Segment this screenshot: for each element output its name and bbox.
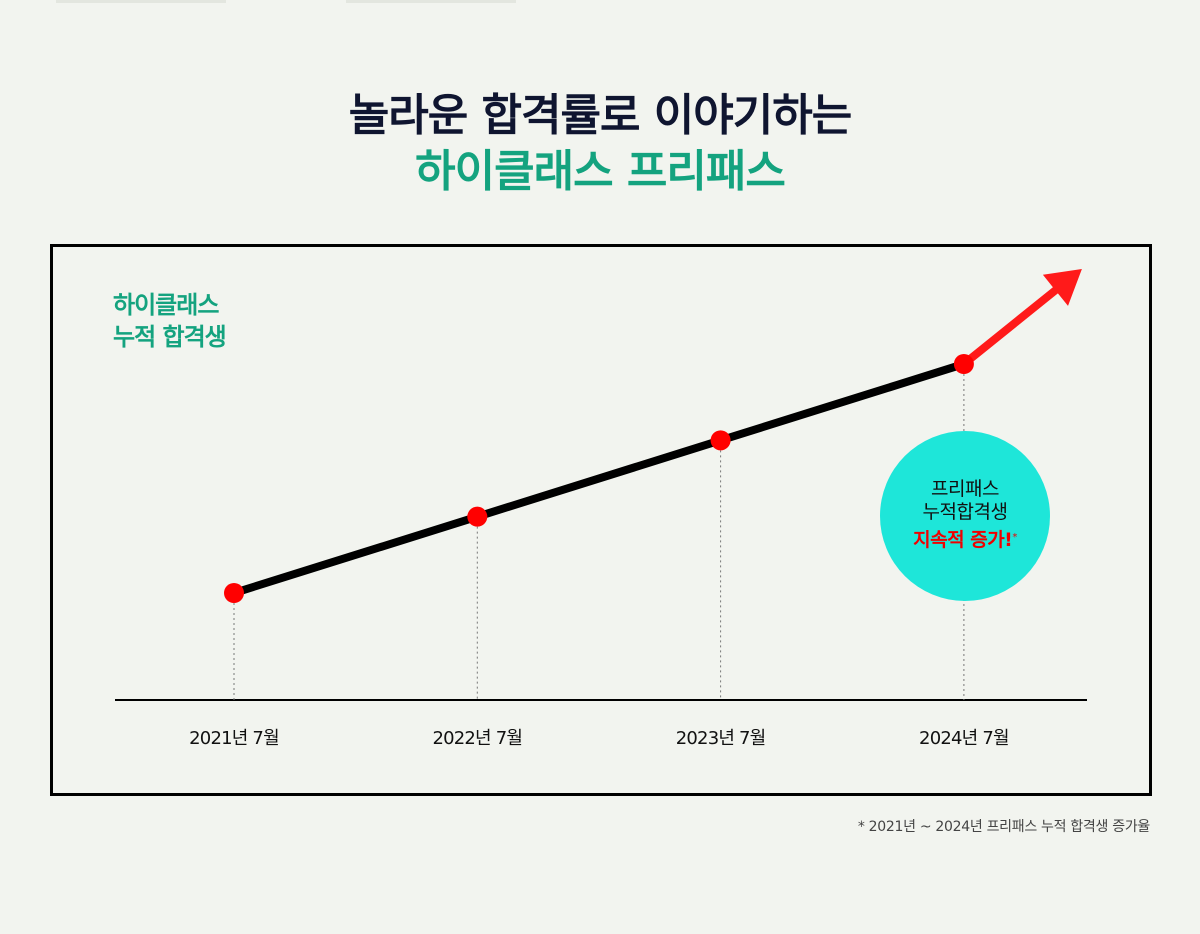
data-point-2 <box>467 506 488 527</box>
series-line <box>230 360 968 597</box>
footnote: * 2021년 ~ 2024년 프리패스 누적 합격생 증가율 <box>857 819 1150 835</box>
y-axis-label: 하이클래스 누적 합격생 <box>113 289 227 353</box>
data-point-3 <box>710 430 731 451</box>
badge-line3: 지속적 증가!* <box>913 526 1017 554</box>
top-strip-left <box>56 0 226 3</box>
data-point-4 <box>953 354 974 374</box>
y-axis-label-line2: 누적 합격생 <box>113 323 227 351</box>
headline-line2: 하이클래스 프리패스 <box>415 146 786 197</box>
y-axis-label-line1: 하이클래스 <box>113 291 219 319</box>
x-tick-label-3: 2023년 7월 <box>676 728 766 749</box>
headline-line1: 놀라운 합격률로 이야기하는 <box>348 90 852 141</box>
headline: 놀라운 합격률로 이야기하는 하이클래스 프리패스 <box>0 88 1200 200</box>
chart-container: 하이클래스 누적 합격생 2021년 7월 2022년 7월 2023년 7월 202… <box>50 244 1152 796</box>
badge-asterisk: * <box>1012 532 1017 543</box>
badge-line2: 누적합격생 <box>922 501 1008 523</box>
x-tick-label-4: 2024년 7월 <box>919 728 1009 749</box>
x-tick-label-1: 2021년 7월 <box>189 728 279 749</box>
freepass-badge: 프리패스 누적합격생 지속적 증가!* <box>880 431 1050 601</box>
x-tick-label-2: 2022년 7월 <box>432 728 522 749</box>
line-chart: 2021년 7월 2022년 7월 2023년 7월 2024년 7월 <box>115 269 1087 749</box>
badge-highlight-text: 지속적 증가! <box>913 529 1013 551</box>
badge-line1: 프리패스 <box>931 478 999 500</box>
data-point-1 <box>224 583 244 603</box>
trend-arrow <box>961 269 1082 368</box>
top-strip-right <box>346 0 516 3</box>
